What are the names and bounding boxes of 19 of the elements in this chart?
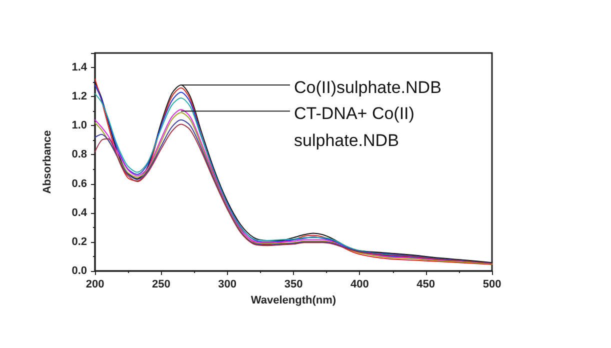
x-tick-label: 350 bbox=[284, 278, 303, 290]
y-tick-label: 0.4 bbox=[72, 206, 88, 219]
x-tick-label: 400 bbox=[350, 278, 369, 290]
y-axis-title: Absorbance bbox=[42, 130, 54, 194]
y-tick-label: 1.2 bbox=[72, 90, 87, 103]
y-tick-label: 1.4 bbox=[72, 62, 88, 74]
annotation: CT-DNA+ Co(II) sulphate.NDB bbox=[294, 104, 420, 150]
x-tick-label: 300 bbox=[218, 278, 237, 290]
x-tick-label: 500 bbox=[482, 278, 502, 290]
annotation: Co(II)sulphate.NDB bbox=[294, 78, 442, 97]
y-tick-label: 0.0 bbox=[72, 265, 87, 277]
x-tick-label: 450 bbox=[416, 278, 436, 290]
y-tick-label: 1.0 bbox=[72, 120, 87, 132]
x-tick-label: 250 bbox=[152, 278, 170, 290]
y-tick-label: 0.6 bbox=[72, 178, 87, 190]
y-tick-label: 0.2 bbox=[72, 236, 87, 248]
x-tick-label: 200 bbox=[86, 278, 104, 290]
y-tick-label: 0.8 bbox=[72, 148, 87, 161]
x-axis-title: Wavelength(nm) bbox=[250, 294, 336, 306]
